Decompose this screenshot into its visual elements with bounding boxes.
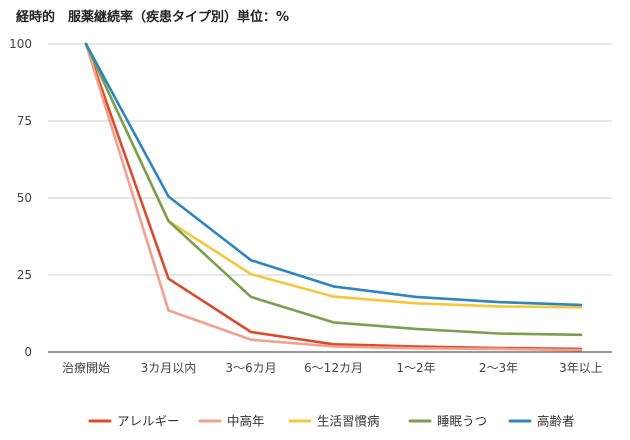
legend-label-0: アレルギー (117, 414, 180, 429)
y-tick-label-2: 50 (17, 191, 32, 205)
x-tick-label-6: 3年以上 (559, 361, 603, 375)
y-tick-labels: 0 25 50 75 100 (9, 37, 32, 359)
x-tick-label-0: 治療開始 (62, 361, 110, 375)
series-line-1 (84, 42, 583, 352)
legend-label-1: 中高年 (227, 414, 265, 429)
legend-label-4: 高齢者 (537, 414, 575, 429)
legend: アレルギー 中高年 生活習慣病 睡眠うつ 高齢者 (88, 414, 575, 429)
x-tick-label-3: 6～12カ月 (304, 361, 363, 375)
legend-label-2: 生活習慣病 (317, 414, 380, 429)
x-tick-labels: 治療開始 3カ月以内 3～6カ月 6～12カ月 1～2年 2～3年 3年以上 (62, 361, 603, 375)
y-tick-label-3: 75 (17, 114, 32, 128)
chart-title: 経時的 服薬継続率（疾患タイプ別）単位：% (16, 9, 289, 25)
x-tick-label-2: 3～6カ月 (225, 361, 276, 375)
series-lines (84, 42, 583, 352)
y-tick-label-0: 0 (24, 345, 32, 359)
series-line-4 (84, 42, 583, 307)
x-tick-label-4: 1～2年 (396, 361, 435, 375)
x-tick-label-5: 2～3年 (479, 361, 518, 375)
legend-label-3: 睡眠うつ (437, 414, 487, 429)
y-tick-label-4: 100 (9, 37, 32, 51)
series-line-3 (84, 42, 583, 337)
y-tick-label-1: 25 (17, 268, 32, 282)
series-line-2 (84, 42, 583, 309)
x-tick-label-1: 3カ月以内 (141, 361, 197, 375)
grid-lines (48, 43, 612, 353)
